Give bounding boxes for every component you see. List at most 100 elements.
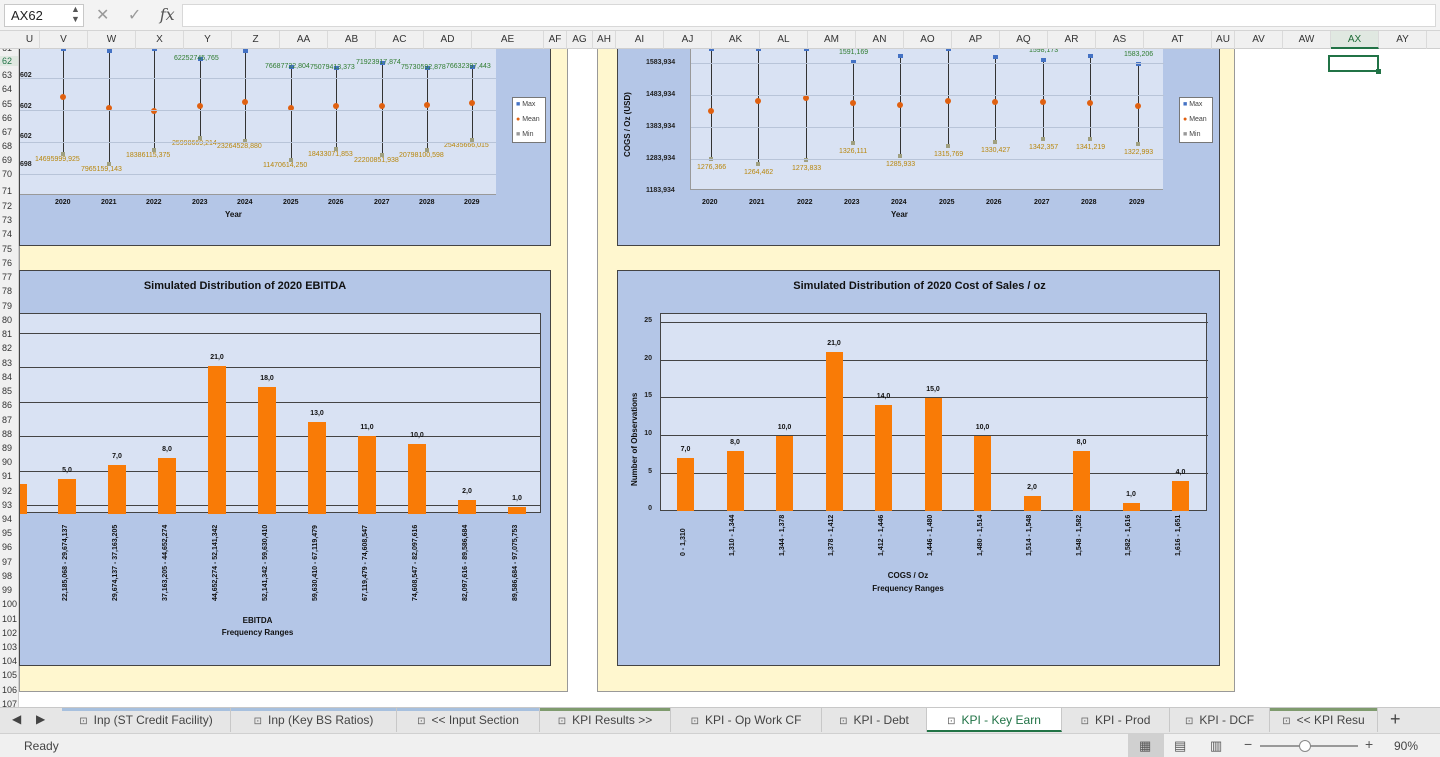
bar[interactable] (776, 435, 793, 511)
row-header[interactable]: 83 (2, 358, 13, 368)
bar[interactable] (58, 478, 76, 514)
column-header[interactable]: AN (856, 31, 904, 49)
bar[interactable] (108, 464, 126, 514)
sheet-tab[interactable]: ⊡ KPI - Prod (1062, 708, 1170, 732)
column-header[interactable]: AR (1048, 31, 1096, 49)
bar[interactable] (924, 397, 942, 511)
ebitda-distribution-chart[interactable]: Simulated Distribution of 2020 EBITDA 5,… (19, 270, 551, 666)
row-header[interactable]: 101 (2, 614, 18, 624)
sheet-tab[interactable]: ⊡ KPI - Op Work CF (671, 708, 822, 732)
sheet-tab[interactable]: ⊡ KPI Results >> (540, 708, 671, 732)
zoom-in-button[interactable]: + (1365, 736, 1374, 752)
prev-sheet-icon[interactable]: ◀ (12, 712, 22, 726)
selected-cell[interactable] (1328, 55, 1381, 74)
column-header[interactable]: AC (376, 31, 424, 49)
row-header[interactable]: 95 (2, 528, 13, 538)
column-header[interactable]: AH (593, 31, 616, 49)
row-header[interactable]: 64 (2, 84, 13, 94)
page-break-icon[interactable]: ▥ (1210, 738, 1223, 753)
zoom-out-button[interactable]: − (1244, 736, 1253, 752)
bar[interactable] (408, 443, 426, 514)
column-header[interactable]: Y (184, 31, 232, 49)
row-header[interactable]: 61 (0, 49, 18, 53)
add-sheet-button[interactable]: + (1390, 709, 1401, 729)
page-layout-icon[interactable]: ▤ (1174, 738, 1187, 753)
cogs-range-chart[interactable]: 1276,366 1264,462 1273,833 1591,169 1326,111… (617, 49, 1220, 246)
bar[interactable] (1023, 495, 1041, 511)
bar[interactable] (974, 435, 991, 511)
row-header[interactable]: 62 (0, 56, 18, 66)
row-header[interactable]: 106 (2, 685, 18, 695)
column-header[interactable]: AE (472, 31, 544, 49)
row-header[interactable]: 63 (2, 70, 13, 80)
row-header[interactable]: 89 (2, 443, 13, 453)
sheet-tab[interactable]: ⊡ Inp (Key BS Ratios) (231, 708, 397, 732)
ebitda-range-chart[interactable]: 14695999,925 7965159,143 18386115,375 62252… (19, 49, 551, 246)
column-header[interactable]: AM (808, 31, 856, 49)
row-header[interactable]: 76 (2, 258, 13, 268)
row-header[interactable]: 67 (2, 127, 13, 137)
column-header[interactable]: AQ (1000, 31, 1048, 49)
row-header[interactable]: 91 (2, 471, 13, 481)
row-header[interactable]: 75 (2, 244, 13, 254)
row-header[interactable]: 72 (2, 201, 13, 211)
column-header[interactable]: AX (1331, 31, 1379, 49)
column-header[interactable]: AS (1096, 31, 1144, 49)
column-header[interactable]: AY (1379, 31, 1427, 49)
row-header[interactable]: 71 (2, 186, 13, 196)
row-header[interactable]: 70 (2, 169, 13, 179)
sheet-tab[interactable]: ⊡ KPI - DCF (1170, 708, 1270, 732)
sheet-tab[interactable]: ⊡ KPI - Key Earn (927, 708, 1062, 732)
row-header[interactable]: 66 (2, 113, 13, 123)
column-header[interactable]: AU (1212, 31, 1235, 49)
row-header[interactable]: 78 (2, 286, 13, 296)
row-header[interactable]: 85 (2, 386, 13, 396)
row-header[interactable]: 102 (2, 628, 18, 638)
row-header[interactable]: 65 (2, 99, 13, 109)
column-header[interactable]: AP (952, 31, 1000, 49)
row-header[interactable]: 84 (2, 372, 13, 382)
row-header[interactable]: 80 (2, 315, 13, 325)
row-header[interactable]: 103 (2, 642, 18, 652)
row-header[interactable]: 99 (2, 585, 13, 595)
bar[interactable] (308, 422, 326, 514)
bar[interactable] (508, 506, 526, 514)
column-header[interactable]: W (88, 31, 136, 49)
row-header[interactable]: 82 (2, 343, 13, 353)
bar[interactable] (875, 405, 892, 511)
row-header[interactable]: 77 (2, 272, 13, 282)
bar[interactable] (726, 450, 744, 511)
bar[interactable] (825, 352, 843, 511)
row-header[interactable]: 81 (2, 329, 13, 339)
sheet-tab[interactable]: ⊡ Inp (ST Credit Facility) (62, 708, 231, 732)
row-header[interactable]: 94 (2, 514, 13, 524)
column-header[interactable]: AG (567, 31, 593, 49)
row-header[interactable]: 96 (2, 542, 13, 552)
column-header[interactable]: AO (904, 31, 952, 49)
row-header[interactable]: 92 (2, 486, 13, 496)
bar[interactable] (677, 458, 694, 511)
column-header[interactable]: AF (544, 31, 567, 49)
cogs-distribution-chart[interactable]: Simulated Distribution of 2020 Cost of S… (617, 270, 1220, 666)
cancel-icon[interactable]: ✕ (96, 7, 110, 24)
column-header[interactable]: V (40, 31, 88, 49)
row-header[interactable]: 79 (2, 301, 13, 311)
next-sheet-icon[interactable]: ▶ (36, 712, 46, 726)
row-header[interactable]: 73 (2, 215, 13, 225)
column-header[interactable]: X (136, 31, 184, 49)
row-header[interactable]: 87 (2, 415, 13, 425)
normal-view-button[interactable]: ▦ (1128, 734, 1164, 757)
bar[interactable] (1172, 480, 1189, 511)
sheet-tab[interactable]: ⊡ KPI - Debt (822, 708, 927, 732)
bar[interactable] (208, 365, 226, 514)
row-header[interactable]: 98 (2, 571, 13, 581)
chevron-updown-icon[interactable]: ▲ ▼ (71, 4, 80, 24)
row-header[interactable]: 69 (2, 155, 13, 165)
worksheet[interactable]: 14695999,925 7965159,143 18386115,375 62252… (19, 49, 1440, 707)
function-icon[interactable]: fx (159, 5, 175, 24)
row-header[interactable]: 68 (2, 141, 13, 151)
confirm-icon[interactable]: ✓ (127, 7, 142, 24)
column-header[interactable]: AW (1283, 31, 1331, 49)
bar[interactable] (458, 499, 476, 514)
column-header[interactable]: U (20, 31, 40, 49)
